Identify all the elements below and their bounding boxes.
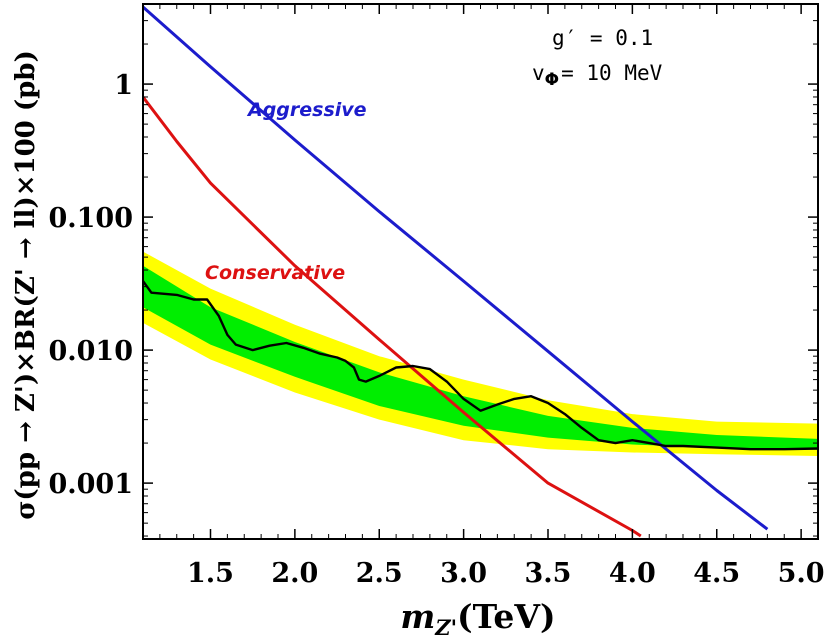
x-axis-title: mZ'(TeV): [400, 597, 555, 636]
x-tick-label: 1.5: [187, 558, 234, 589]
x-tick-label: 3.5: [525, 558, 572, 589]
x-axis-unit: (TeV): [457, 597, 556, 636]
series-line-aggressive: [143, 5, 769, 531]
y-axis-title: σ(pp → Z')×BR(Z' → ll)×100 (pb): [11, 50, 41, 520]
x-tick-label: 2.5: [356, 558, 403, 589]
tick-labels: 1.5 2.0 2.5 3.0 3.5 4.0 4.5 5.0 0.001 0.010 0.100 1: [48, 70, 824, 589]
x-tick-label: 2.0: [271, 558, 318, 589]
x-tick-label: 4.5: [693, 558, 740, 589]
y-tick-label: 0.010: [48, 336, 133, 367]
y-tick-label: 1: [114, 70, 133, 101]
expected-bands: [143, 251, 818, 456]
x-axis-symbol: m: [400, 597, 435, 636]
vev-annotation: vΦ= 10 MeV: [532, 61, 663, 90]
series-line-conservative: [143, 96, 642, 538]
series-lines: [143, 5, 818, 538]
x-tick-label: 4.0: [609, 558, 656, 589]
vev-subscript: Φ: [545, 70, 559, 90]
x-tick-label: 3.0: [440, 558, 487, 589]
vev-prefix: v: [532, 61, 545, 85]
x-tick-label: 5.0: [778, 558, 824, 589]
y-tick-label: 0.100: [48, 203, 133, 234]
band-expected-1: [143, 265, 818, 450]
series-line-observed-limit: [143, 280, 818, 451]
vev-value: = 10 MeV: [561, 61, 663, 85]
series-label-aggressive: Aggressive: [246, 99, 367, 121]
x-axis-subscript: Z': [434, 615, 457, 636]
coupling-annotation: g′ = 0.1: [552, 26, 653, 50]
series-label-conservative: Conservative: [205, 262, 345, 284]
axis-ticks: [142, 3, 819, 539]
y-tick-label: 0.001: [48, 469, 133, 500]
